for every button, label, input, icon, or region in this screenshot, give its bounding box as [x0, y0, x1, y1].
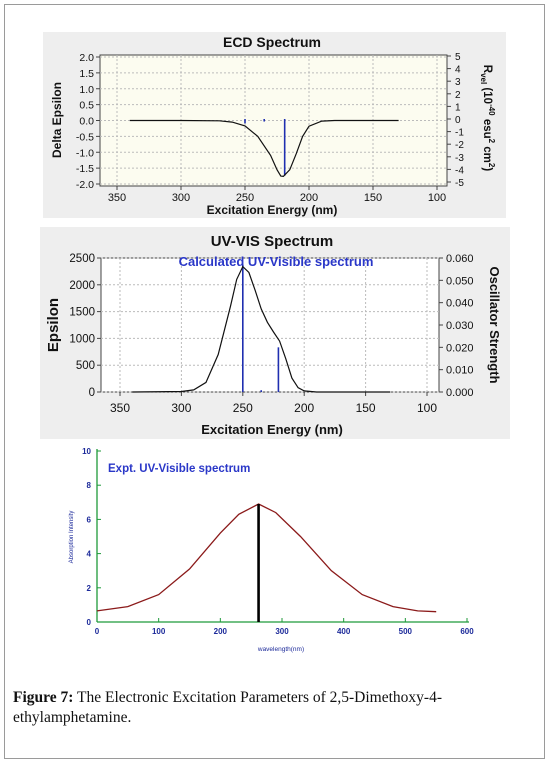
ecd-y2label-part: )	[481, 167, 493, 171]
ecd-y2label-part: esu	[481, 116, 493, 139]
ecd-y2label-part: cm	[481, 143, 493, 163]
uvvis-y2tick-label: 0.050	[446, 275, 474, 287]
uvvis-xtick-label: 350	[110, 401, 130, 415]
uvvis-y2tick-label: 0.020	[446, 342, 474, 354]
expt-xtick-label: 600	[460, 627, 474, 636]
ecd-ytick-label: -1.5	[76, 163, 94, 175]
uvvis-y2tick-label: 0.000	[446, 387, 474, 399]
ecd-y2tick-label: 2	[455, 90, 461, 101]
uvvis-xtick-label: 300	[171, 401, 191, 415]
expt-xtick-label: 400	[337, 627, 351, 636]
expt-xtick-label: 500	[399, 627, 413, 636]
uvvis-xtick-label: 200	[294, 401, 314, 415]
ecd-y2label-part: (10	[481, 84, 493, 104]
expt-xtick-label: 200	[214, 627, 228, 636]
uvvis-curve	[132, 265, 391, 393]
expt-ytick-label: 2	[87, 584, 92, 593]
ecd-xtick-label: 250	[236, 192, 254, 204]
ecd-y2tick-label: -3	[455, 153, 464, 164]
expt-ytick-label: 0	[87, 618, 92, 627]
uvvis-ytick-label: 1000	[69, 333, 95, 345]
uvvis-ytick-label: 2500	[69, 253, 95, 265]
ecd-ytick-label: 1.0	[79, 84, 94, 96]
uvvis-chart: UV-VIS Spectrum Calculated UV-Visible spe…	[40, 227, 510, 439]
expt-ytick-label: 4	[87, 550, 92, 559]
figure-label: Figure 7:	[13, 689, 74, 706]
expt-xtick-label: 300	[275, 627, 289, 636]
uvvis-ytick-label: 0	[89, 387, 95, 399]
ecd-xtick-label: 200	[300, 192, 318, 204]
uvvis-xlabel: Excitation Energy (nm)	[201, 422, 343, 437]
ecd-xtick-label: 100	[428, 192, 446, 204]
expt-xtick-label: 100	[152, 627, 166, 636]
uvvis-subtitle: Calculated UV-Visible spectrum	[179, 254, 374, 269]
expt-curve	[96, 503, 437, 613]
ecd-xlabel: Excitation Energy (nm)	[207, 203, 338, 217]
ecd-y2tick-label: -4	[455, 165, 464, 176]
ecd-xtick-label: 300	[172, 192, 190, 204]
expt-ytick-label: 8	[87, 481, 92, 490]
ecd-y2tick-label: 0	[455, 115, 461, 126]
ecd-y2tick-label: -5	[455, 178, 464, 189]
expt-ytick-label: 10	[82, 447, 91, 456]
ecd-xtick-label: 150	[364, 192, 382, 204]
expt-ytick-label: 6	[87, 515, 92, 524]
ecd-xtick-label: 350	[108, 192, 126, 204]
expt-ylabel: Absorption Intensity	[69, 511, 75, 564]
expt-title: Expt. UV-Visible spectrum	[108, 463, 250, 475]
ecd-y2label: Rvel (10-40 esu2 cm2)	[479, 65, 496, 172]
expt-xtick-label: 0	[95, 627, 100, 636]
uvvis-title: UV-VIS Spectrum	[211, 233, 334, 250]
uvvis-xtick-label: 250	[233, 401, 253, 415]
ecd-y2label-part: 2	[487, 163, 496, 168]
ecd-ytick-label: -1.0	[76, 147, 94, 159]
expt-xlabel: wavelength(nm)	[257, 646, 304, 653]
ecd-ylabel: Delta Epsilon	[50, 82, 64, 158]
ecd-ytick-label: 2.0	[79, 52, 94, 64]
ecd-y2tick-label: 4	[455, 65, 461, 76]
ecd-ytick-label: -2.0	[76, 179, 94, 191]
ecd-y2label-part: 2	[487, 139, 496, 144]
ecd-ytick-label: 1.5	[79, 68, 94, 80]
ecd-chart: ECD Spectrum 2.0 1.5 1.0 0.5 0.0 -0.5 -1.0 -1.5 -…	[43, 32, 506, 218]
figure-frame	[4, 4, 545, 759]
uvvis-ytick-label: 1500	[69, 307, 95, 319]
figure-caption-text: The Electronic Excitation Parameters of …	[13, 689, 443, 726]
ecd-y2tick-label: -1	[455, 128, 464, 139]
ecd-y2tick-label: 1	[455, 102, 461, 113]
ecd-ytick-label: 0.5	[79, 100, 94, 112]
ecd-y2label-part: vel	[479, 73, 488, 84]
uvvis-y2tick-label: 0.010	[446, 365, 474, 377]
uvvis-ytick-label: 500	[76, 360, 95, 372]
uvvis-y2tick-label: 0.040	[446, 298, 474, 310]
uvvis-xtick-label: 100	[417, 401, 437, 415]
ecd-y2tick-label: 3	[455, 77, 461, 88]
ecd-y2label-part: R	[481, 65, 493, 74]
ecd-y2label-part: -40	[487, 104, 496, 116]
ecd-curve	[129, 119, 399, 178]
ecd-ytick-label: -0.5	[76, 131, 94, 143]
uvvis-ylabel: Epsilon	[45, 298, 62, 352]
uvvis-plot-area	[100, 257, 440, 393]
ecd-y2tick-label: -2	[455, 140, 464, 151]
ecd-y2tick-label: 5	[455, 52, 461, 63]
ecd-title: ECD Spectrum	[223, 34, 321, 50]
uvvis-ytick-label: 2000	[69, 280, 95, 292]
ecd-ytick-label: 0.0	[79, 116, 94, 128]
uvvis-xtick-label: 150	[356, 401, 376, 415]
figure-caption: Figure 7: The Electronic Excitation Para…	[13, 688, 538, 728]
uvvis-y2tick-label: 0.030	[446, 320, 474, 332]
uvvis-y2label: Oscillator Strength	[487, 266, 502, 383]
uvvis-y2tick-label: 0.060	[446, 253, 474, 265]
